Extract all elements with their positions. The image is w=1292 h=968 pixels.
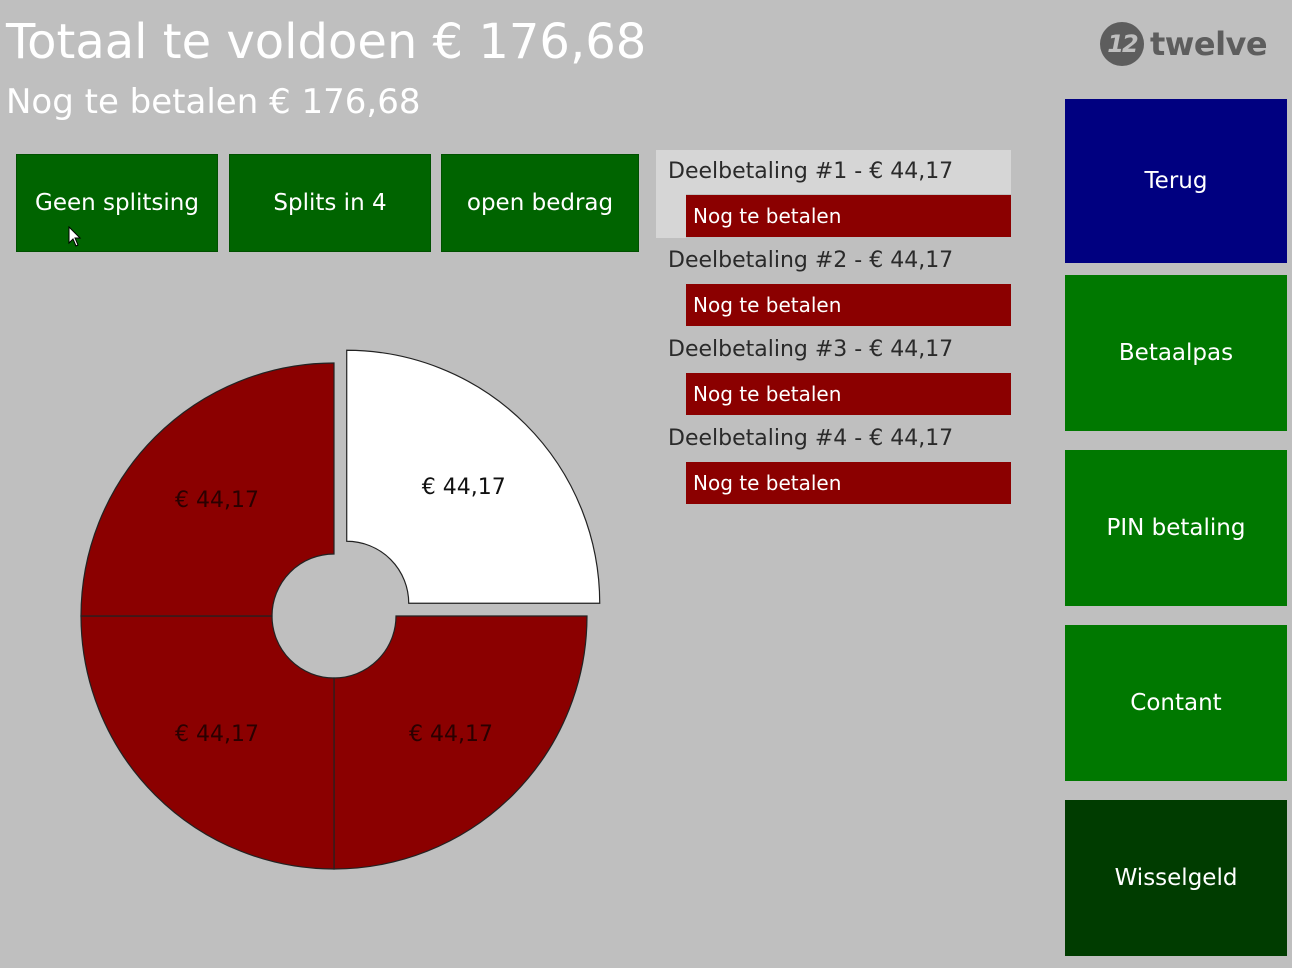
cash-button[interactable]: Contant xyxy=(1065,625,1287,781)
slice-value-label: € 44,17 xyxy=(175,488,259,513)
remaining-amount: Nog te betalen € 176,68 xyxy=(6,82,421,122)
payment-status-badge[interactable]: Nog te betalen xyxy=(686,462,1011,504)
logo-mark-icon: 12 xyxy=(1100,22,1144,66)
mouse-cursor-icon xyxy=(68,226,82,247)
payment-status-badge[interactable]: Nog te betalen xyxy=(686,195,1011,237)
no-split-button[interactable]: Geen splitsing xyxy=(16,154,218,252)
donut-slice[interactable] xyxy=(346,349,601,604)
partial-payment-title: Deelbetaling #4 - € 44,17 xyxy=(668,426,954,451)
page-title: Totaal te voldoen € 176,68 xyxy=(6,14,647,70)
slice-value-label: € 44,17 xyxy=(422,475,506,500)
back-button[interactable]: Terug xyxy=(1065,99,1287,263)
donut-slice[interactable] xyxy=(80,362,335,617)
pin-payment-button[interactable]: PIN betaling xyxy=(1065,450,1287,606)
twelve-logo: 12 twelve xyxy=(1100,22,1268,66)
payment-status-badge[interactable]: Nog te betalen xyxy=(686,284,1011,326)
partial-payment-item[interactable]: Deelbetaling #2 - € 44,17 Nog te betalen xyxy=(656,239,1011,328)
logo-text: twelve xyxy=(1150,25,1268,63)
partial-payment-title: Deelbetaling #3 - € 44,17 xyxy=(668,337,954,362)
split-donut-chart: € 44,17 € 44,17 € 44,17 € 44,17 xyxy=(80,349,601,870)
donut-slice[interactable] xyxy=(333,615,588,870)
partial-payment-item[interactable]: Deelbetaling #4 - € 44,17 Nog te betalen xyxy=(656,417,1011,506)
debit-card-button[interactable]: Betaalpas xyxy=(1065,275,1287,431)
donut-slice[interactable] xyxy=(80,615,335,870)
partial-payment-item[interactable]: Deelbetaling #1 - € 44,17 Nog te betalen xyxy=(656,150,1011,239)
partial-payments-list: Deelbetaling #1 - € 44,17 Nog te betalen… xyxy=(656,150,1011,506)
slice-value-label: € 44,17 xyxy=(409,722,493,747)
change-button[interactable]: Wisselgeld xyxy=(1065,800,1287,956)
partial-payment-item[interactable]: Deelbetaling #3 - € 44,17 Nog te betalen xyxy=(656,328,1011,417)
partial-payment-title: Deelbetaling #2 - € 44,17 xyxy=(668,248,954,273)
payment-status-badge[interactable]: Nog te betalen xyxy=(686,373,1011,415)
partial-payment-title: Deelbetaling #1 - € 44,17 xyxy=(656,150,1011,194)
open-amount-button[interactable]: open bedrag xyxy=(441,154,639,252)
slice-value-label: € 44,17 xyxy=(175,722,259,747)
split-in-4-button[interactable]: Splits in 4 xyxy=(229,154,431,252)
